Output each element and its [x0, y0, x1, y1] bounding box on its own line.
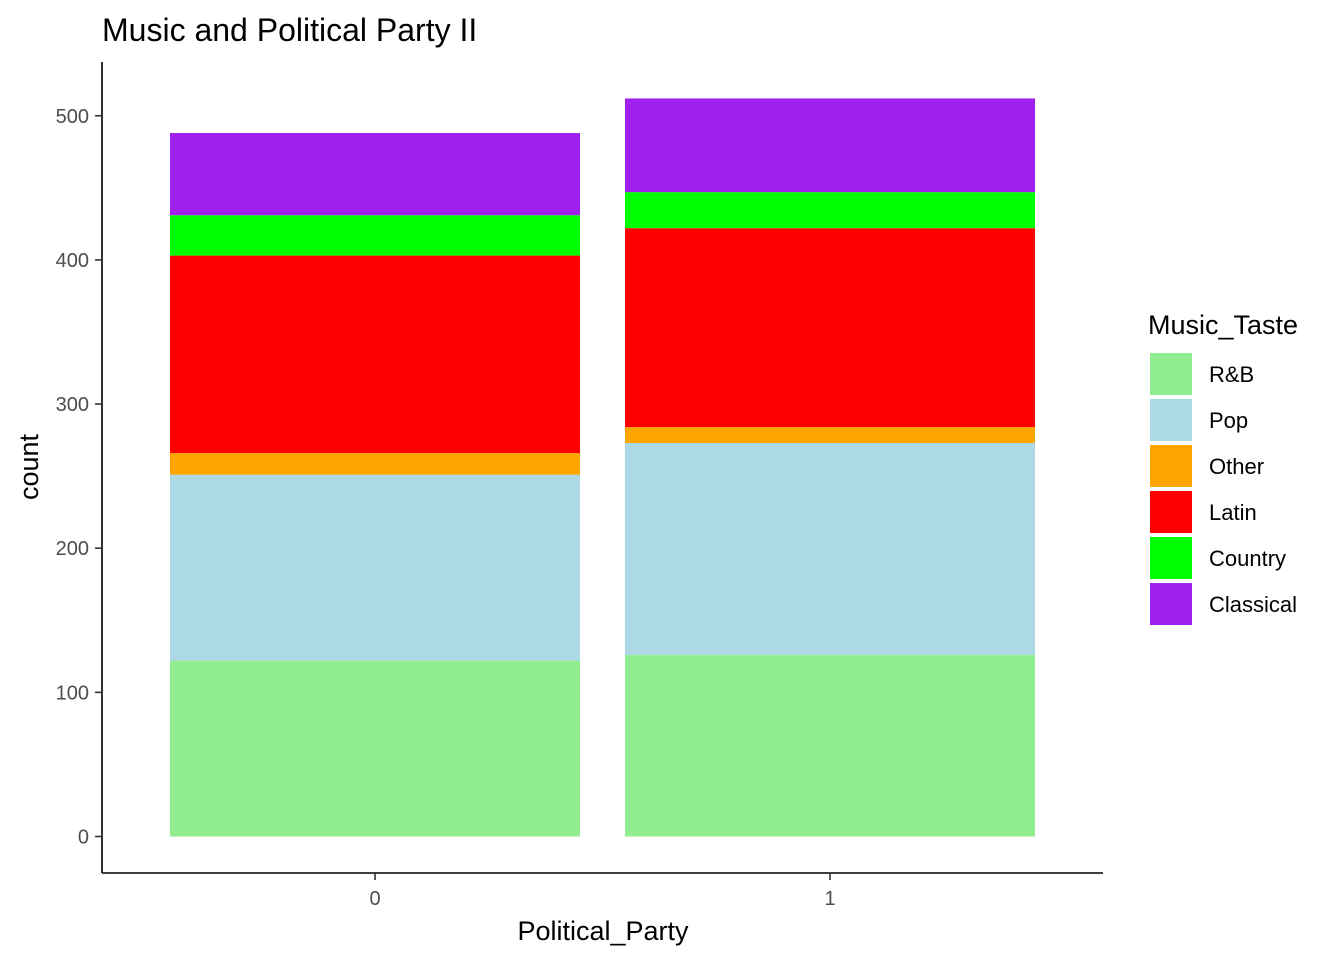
bar-segment-1-r-b: [625, 654, 1035, 837]
legend-label: Pop: [1209, 408, 1248, 433]
legend-key-classical: [1150, 583, 1192, 625]
legend-label: R&B: [1209, 362, 1254, 387]
x-tick-label: 1: [824, 888, 835, 910]
x-tick-label: 0: [369, 888, 380, 910]
y-tick-label: 200: [56, 538, 89, 560]
bars-layer: [170, 98, 1035, 837]
bar-segment-0-pop: [170, 474, 580, 661]
legend-title: Music_Taste: [1148, 310, 1298, 340]
bar-segment-1-pop: [625, 442, 1035, 655]
legend-key-r-b: [1150, 353, 1192, 395]
bar-segment-1-latin: [625, 228, 1035, 428]
bar-segment-0-other: [170, 453, 580, 475]
legend-key-latin: [1150, 491, 1192, 533]
bar-segment-1-country: [625, 192, 1035, 229]
bar-segment-0-latin: [170, 255, 580, 454]
bar-segment-0-r-b: [170, 660, 580, 837]
bar-segment-1-other: [625, 427, 1035, 443]
legend-label: Other: [1209, 454, 1264, 479]
y-tick-label: 400: [56, 250, 89, 272]
bar-segment-0-country: [170, 215, 580, 256]
legend-label: Country: [1209, 546, 1286, 571]
bar-segment-0-classical: [170, 133, 580, 216]
y-tick-label: 100: [56, 682, 89, 704]
bar-segment-1-classical: [625, 98, 1035, 193]
chart-title: Music and Political Party II: [102, 12, 477, 48]
legend-key-country: [1150, 537, 1192, 579]
y-axis-title: count: [14, 433, 44, 500]
legend-key-other: [1150, 445, 1192, 487]
legend-key-pop: [1150, 399, 1192, 441]
legend-label: Latin: [1209, 500, 1257, 525]
legend-label: Classical: [1209, 592, 1297, 617]
y-tick-label: 300: [56, 394, 89, 416]
y-axis-ticks: 0 100 200 300 400 500: [56, 106, 102, 849]
legend: R&B Pop Other Latin Country Classical: [1150, 353, 1297, 625]
x-axis-title: Political_Party: [517, 916, 689, 946]
y-tick-label: 0: [78, 827, 89, 849]
y-tick-label: 500: [56, 106, 89, 128]
